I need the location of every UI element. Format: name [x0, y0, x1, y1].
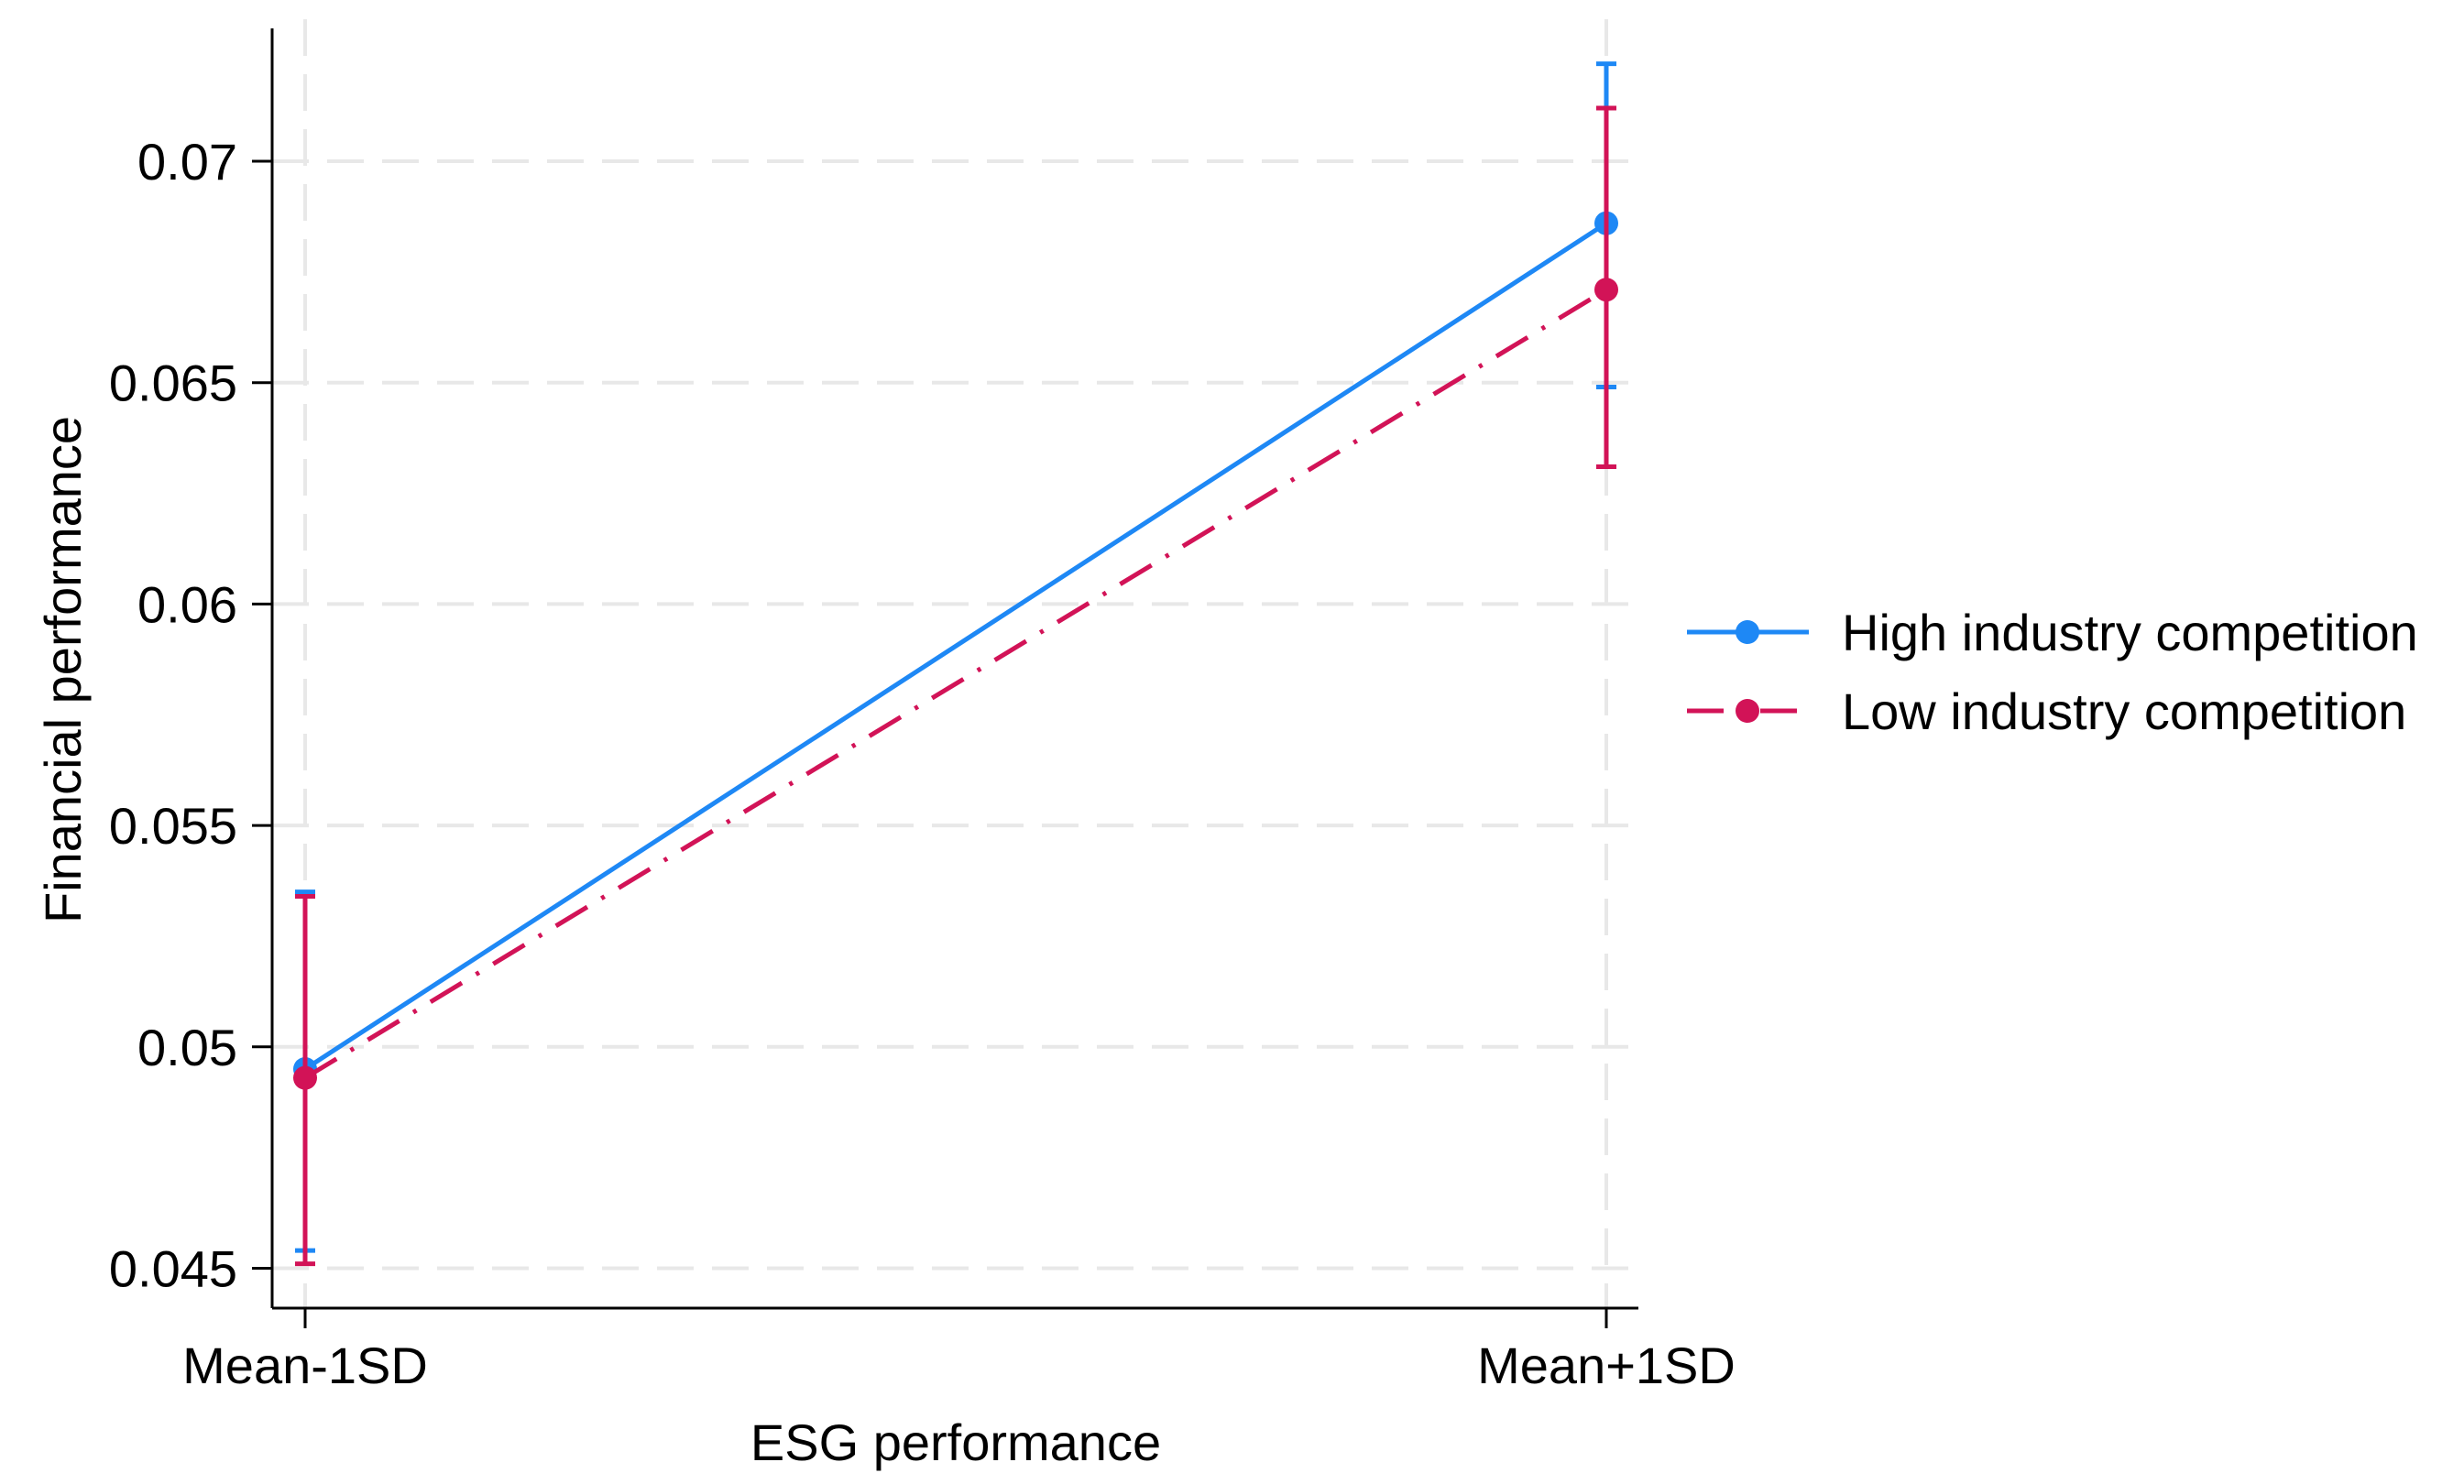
y-axis-title: Financial performance	[34, 416, 92, 923]
y-tick-label: 0.06	[137, 575, 237, 633]
x-ticks: Mean-1SD Mean+1SD	[182, 1308, 1736, 1394]
legend-marker	[1736, 620, 1759, 644]
y-ticks: 0.045 0.05 0.055 0.06 0.065 0.07	[109, 133, 272, 1297]
series-1	[293, 105, 1618, 1267]
y-tick-label: 0.065	[109, 355, 237, 412]
series-line	[303, 221, 1608, 1072]
x-axis-title: ESG performance	[750, 1413, 1161, 1471]
legend-item: Low industry competition	[1687, 682, 2406, 740]
y-tick-label: 0.05	[137, 1019, 237, 1076]
series-line	[303, 288, 1608, 1080]
y-tick-label: 0.055	[109, 797, 237, 855]
legend-label: High industry competition	[1842, 604, 2418, 661]
legend: High industry competition Low industry co…	[1687, 604, 2418, 740]
legend-item: High industry competition	[1687, 604, 2418, 661]
series-0	[293, 61, 1618, 1253]
x-tick-label: Mean-1SD	[182, 1337, 428, 1394]
series	[293, 61, 1618, 1267]
data-point	[1594, 278, 1618, 302]
y-tick-label: 0.045	[109, 1239, 237, 1297]
data-point	[293, 1065, 317, 1090]
legend-marker	[1736, 699, 1759, 723]
y-tick-label: 0.07	[137, 133, 237, 191]
axes	[270, 28, 1638, 1310]
x-tick-label: Mean+1SD	[1477, 1337, 1736, 1394]
grid	[272, 19, 1638, 1308]
legend-label: Low industry competition	[1842, 682, 2406, 740]
